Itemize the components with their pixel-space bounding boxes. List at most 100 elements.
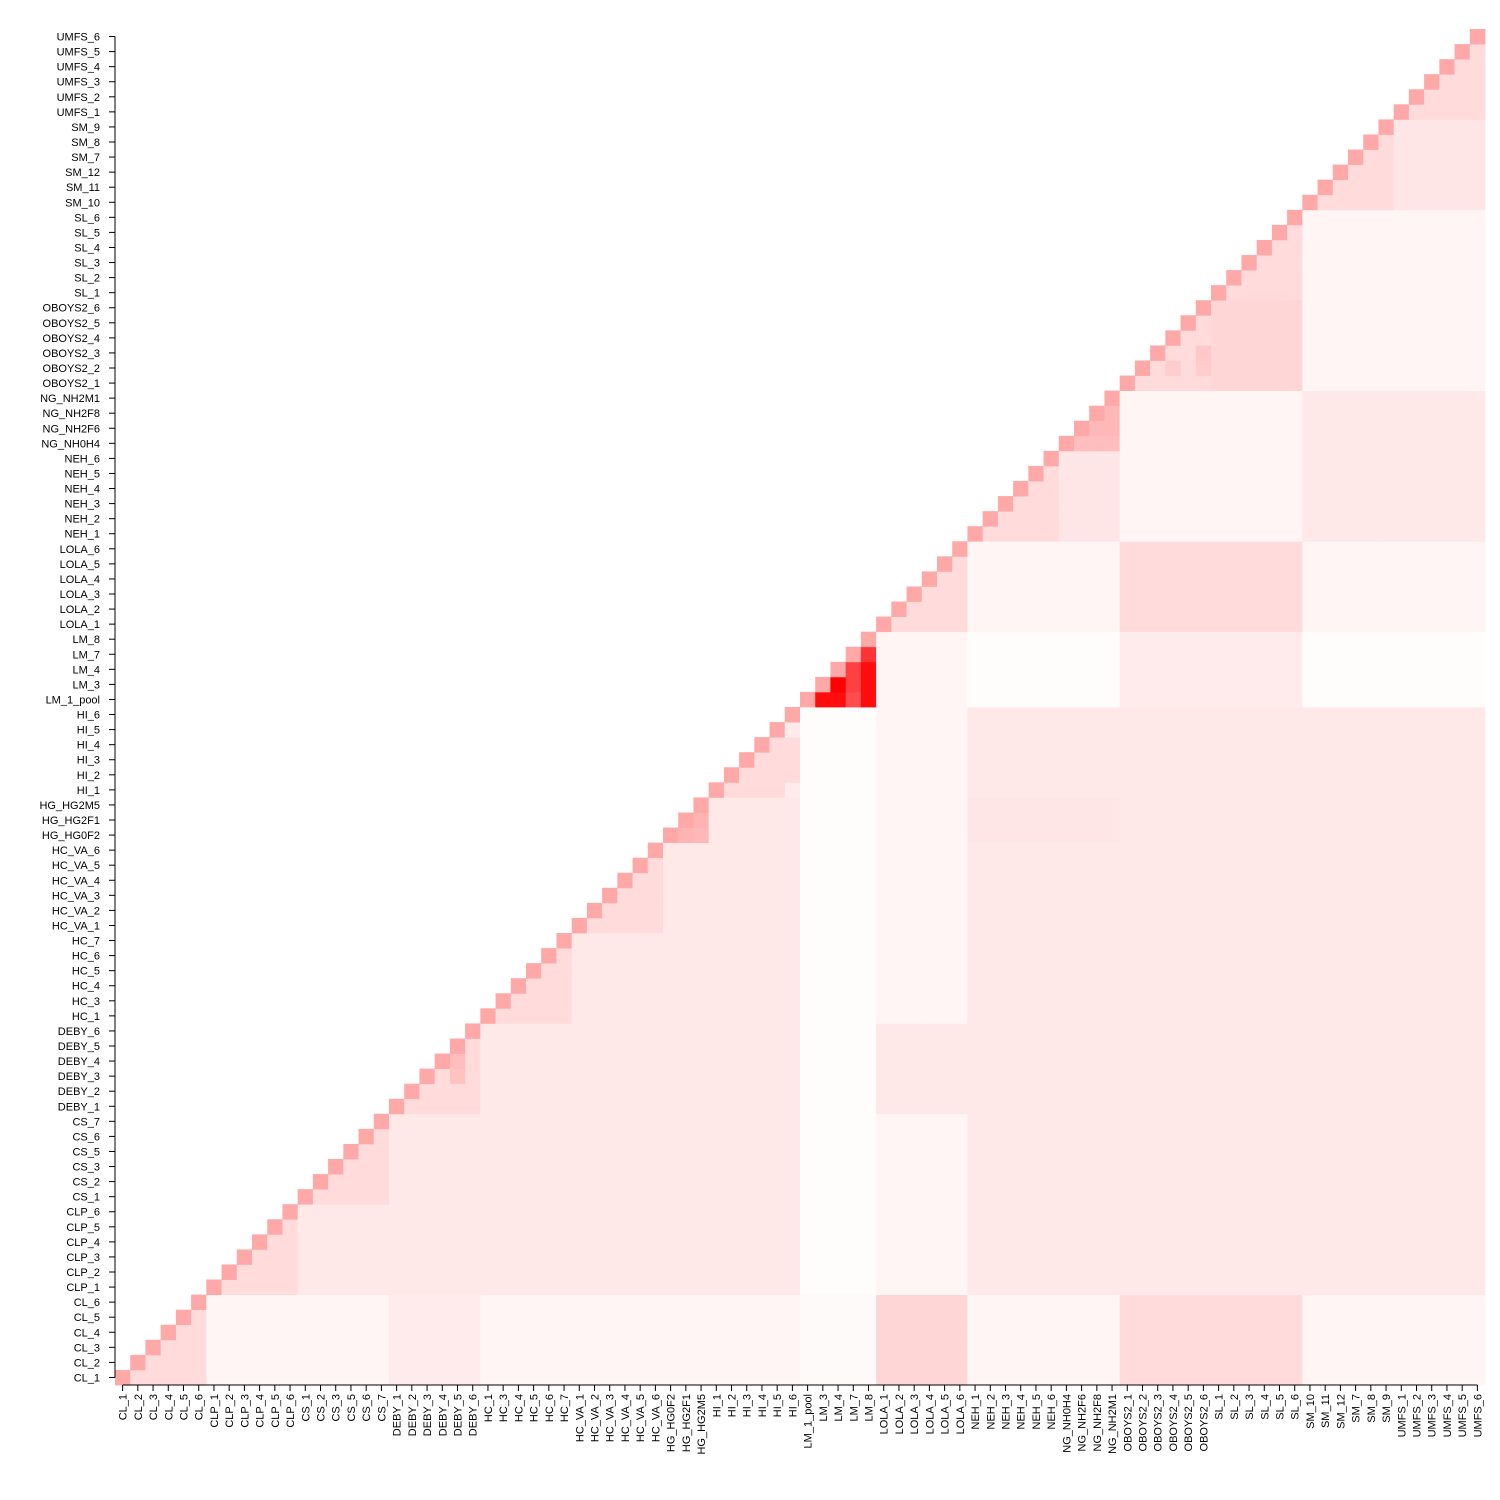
- heatmap-cell: [1104, 541, 1121, 557]
- heatmap-cell: [510, 1143, 527, 1160]
- heatmap-cell: [358, 1128, 375, 1145]
- heatmap-cell: [952, 842, 968, 859]
- heatmap-cell: [586, 933, 603, 949]
- heatmap-cell: [1378, 1219, 1395, 1235]
- heatmap-cell: [1089, 842, 1105, 859]
- heatmap-cell: [1378, 119, 1395, 135]
- heatmap-cell: [632, 1339, 649, 1356]
- heatmap-cell: [997, 1369, 1014, 1386]
- heatmap-cell: [449, 1083, 466, 1100]
- heatmap-cell: [419, 1113, 436, 1130]
- x-tick-label: OBOYS2_1: [1122, 1394, 1134, 1451]
- heatmap-cell: [1211, 541, 1227, 557]
- heatmap-cell: [1241, 375, 1258, 391]
- heatmap-cell: [1348, 209, 1364, 226]
- heatmap-cell: [526, 1369, 542, 1386]
- heatmap-cell: [1302, 255, 1318, 271]
- heatmap-cell: [876, 616, 892, 633]
- heatmap-cell: [678, 1143, 694, 1160]
- heatmap-cell: [1104, 1143, 1121, 1160]
- heatmap-cell: [997, 1189, 1014, 1205]
- heatmap-cell: [1104, 1369, 1121, 1386]
- heatmap-cell: [1363, 481, 1379, 497]
- heatmap-cell: [1302, 496, 1318, 512]
- heatmap-cell: [1211, 1098, 1227, 1115]
- heatmap-cell: [1134, 465, 1151, 482]
- heatmap-cell: [1469, 782, 1486, 798]
- heatmap-cell: [571, 948, 588, 964]
- heatmap-cell: [1317, 255, 1334, 271]
- heatmap-cell: [1393, 586, 1410, 602]
- heatmap-cell: [1317, 285, 1334, 301]
- heatmap-cell: [1469, 737, 1486, 753]
- heatmap-cell: [784, 1189, 801, 1205]
- heatmap-cell: [663, 857, 679, 874]
- heatmap-cell: [1089, 450, 1105, 467]
- heatmap-cell: [1013, 1279, 1029, 1295]
- heatmap-cell: [1028, 571, 1044, 587]
- heatmap-cell: [1302, 239, 1318, 256]
- heatmap-cell: [1119, 707, 1136, 723]
- heatmap-cell: [1150, 360, 1166, 376]
- heatmap-cell: [1393, 857, 1410, 874]
- heatmap-cell: [510, 1309, 527, 1326]
- heatmap-cell: [556, 1053, 573, 1069]
- heatmap-cell: [1469, 556, 1486, 572]
- heatmap-cell: [1058, 556, 1075, 572]
- heatmap-cell: [1074, 1354, 1090, 1371]
- heatmap-cell: [449, 1279, 466, 1295]
- heatmap-cell: [769, 1279, 786, 1295]
- heatmap-cell: [723, 812, 740, 828]
- heatmap-cell: [1332, 646, 1349, 663]
- heatmap-cell: [480, 1068, 496, 1085]
- heatmap-cell: [1195, 556, 1212, 572]
- heatmap-cell: [1454, 676, 1471, 693]
- heatmap-cell: [1165, 842, 1181, 859]
- heatmap-cell: [678, 1068, 694, 1085]
- x-tick-label: HI_2: [727, 1394, 739, 1417]
- heatmap-cell: [1302, 661, 1318, 678]
- heatmap-cell: [1165, 646, 1181, 663]
- heatmap-cell: [1378, 526, 1395, 542]
- heatmap-cell: [891, 1068, 907, 1085]
- heatmap-cell: [358, 1294, 375, 1311]
- heatmap-cell: [586, 902, 603, 919]
- heatmap-cell: [830, 752, 847, 768]
- heatmap-cell: [1348, 1143, 1364, 1160]
- heatmap-cell: [389, 1309, 405, 1326]
- heatmap-cell: [982, 1053, 999, 1069]
- heatmap-cell: [221, 1279, 238, 1295]
- heatmap-cell: [343, 1174, 359, 1190]
- heatmap-cell: [830, 1053, 847, 1069]
- heatmap-cell: [800, 1219, 816, 1235]
- heatmap-cell: [982, 993, 999, 1009]
- heatmap-cell: [845, 948, 862, 964]
- heatmap-cell: [952, 1053, 968, 1069]
- heatmap-cell: [1408, 285, 1425, 301]
- heatmap-cell: [860, 1339, 877, 1356]
- heatmap-cell: [1256, 1294, 1273, 1311]
- heatmap-cell: [1393, 631, 1410, 648]
- heatmap-cell: [982, 1113, 999, 1130]
- heatmap-cell: [1058, 722, 1075, 738]
- heatmap-cell: [465, 1143, 481, 1160]
- heatmap-cell: [739, 1219, 755, 1235]
- heatmap-cell: [1393, 767, 1410, 783]
- heatmap-cell: [1211, 1234, 1227, 1250]
- heatmap-cell: [632, 1159, 649, 1175]
- heatmap-cell: [206, 1324, 222, 1341]
- heatmap-cell: [876, 1189, 892, 1205]
- heatmap-cell: [1454, 1249, 1471, 1265]
- heatmap-cell: [845, 1219, 862, 1235]
- heatmap-cell: [449, 1128, 466, 1145]
- x-tick-label: CL_5: [179, 1394, 191, 1420]
- heatmap-cell: [541, 948, 557, 964]
- heatmap-cell: [937, 752, 953, 768]
- heatmap-cell: [678, 1249, 694, 1265]
- heatmap-cell: [586, 1204, 603, 1220]
- heatmap-cell: [967, 1339, 984, 1356]
- heatmap-cell: [967, 902, 984, 919]
- heatmap-cell: [982, 767, 999, 783]
- heatmap-cell: [1211, 1143, 1227, 1160]
- heatmap-cell: [906, 1159, 923, 1175]
